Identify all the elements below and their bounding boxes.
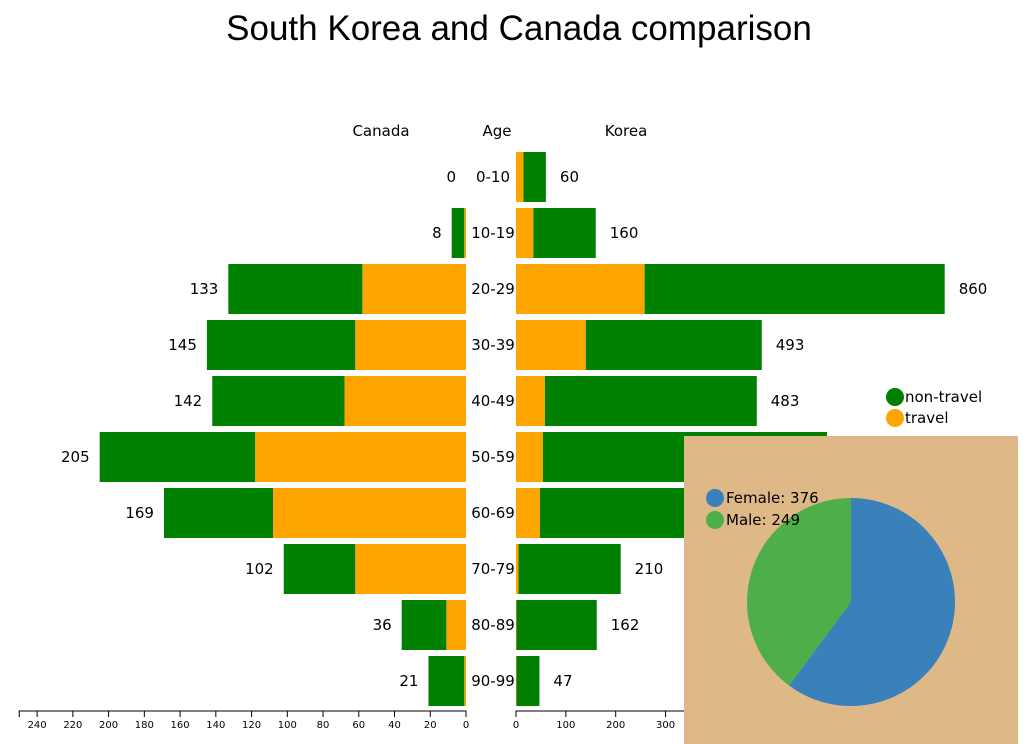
bar-canada-travel-20-29 [362,264,466,314]
bar-canada-nontravel-70-79 [283,544,356,594]
canada-total-60-69: 169 [125,504,154,522]
bar-canada-nontravel-80-89 [401,600,447,650]
korea-axis-tick-label: 300 [656,720,675,731]
age-label-70-79: 70-79 [471,560,515,578]
canada-axis-tick-label: 220 [63,720,82,731]
age-label-50-59: 50-59 [471,448,515,466]
pie-slice-female [789,498,955,707]
korea-axis-line [515,710,686,717]
pie-legend-swatch-male [706,511,724,529]
bar-korea-nontravel-70-79 [518,544,621,594]
korea-total-20-29: 860 [959,280,988,298]
korea-axis-tick-label: 200 [606,720,625,731]
korea-axis-tick-label: 100 [556,720,575,731]
bar-canada-travel-10-19 [464,208,466,258]
canada-axis-tick-label: 160 [171,720,190,731]
bar-canada-nontravel-20-29 [228,264,363,314]
bar-korea-travel-10-19 [516,208,534,258]
bar-korea-nontravel-80-89 [516,600,597,650]
bar-korea-travel-20-29 [516,264,645,314]
canada-total-30-39: 145 [168,336,197,354]
bar-canada-nontravel-50-59 [99,432,256,482]
canada-axis-tick-label: 0 [463,720,469,731]
legend-label-travel: travel [905,409,949,427]
age-label-90-99: 90-99 [471,672,515,690]
bar-canada-travel-80-89 [446,600,466,650]
bar-canada-travel-40-49 [344,376,466,426]
canada-axis-line [18,710,467,717]
age-label-20-29: 20-29 [471,280,515,298]
pie-legend-label-female: Female: 376 [726,489,819,507]
bar-korea-nontravel-10-19 [533,208,596,258]
canada-axis-tick-label: 180 [135,720,154,731]
pie-legend-swatch-female [706,489,724,507]
korea-total-70-79: 210 [635,560,664,578]
bar-canada-travel-30-39 [355,320,466,370]
canada-axis-tick-label: 140 [206,720,225,731]
bar-korea-nontravel-20-29 [644,264,945,314]
bar-canada-travel-70-79 [355,544,466,594]
bar-canada-travel-90-99 [464,656,466,706]
canada-total-10-19: 8 [432,224,442,242]
bar-korea-nontravel-40-49 [544,376,757,426]
bar-canada-travel-60-69 [273,488,466,538]
bar-korea-travel-60-69 [516,488,540,538]
korea-total-40-49: 483 [771,392,800,410]
bar-korea-travel-40-49 [516,376,545,426]
legend-swatch-non-travel [886,388,904,406]
korea-total-30-39: 493 [776,336,805,354]
korea-total-90-99: 47 [553,672,572,690]
canada-total-50-59: 205 [61,448,90,466]
canada-axis-tick-label: 80 [317,720,330,731]
canada-axis-tick-label: 20 [424,720,437,731]
pie-slice-male [747,498,851,686]
pie-legend-label-male: Male: 249 [726,511,800,529]
age-label-30-39: 30-39 [471,336,515,354]
bar-korea-travel-70-79 [516,544,519,594]
canada-axis-tick-label: 240 [28,720,47,731]
age-label-40-49: 40-49 [471,392,515,410]
canada-total-20-29: 133 [190,280,219,298]
canada-total-90-99: 21 [399,672,418,690]
age-label-80-89: 80-89 [471,616,515,634]
bar-canada-nontravel-40-49 [212,376,345,426]
header-korea: Korea [605,122,648,140]
korea-total-80-89: 162 [611,616,640,634]
korea-axis-tick-label: 0 [513,720,519,731]
age-label-60-69: 60-69 [471,504,515,522]
korea-total-0-10: 60 [560,168,579,186]
age-label-0-10: 0-10 [476,168,510,186]
header-canada: Canada [352,122,409,140]
canada-total-0-10: 0 [446,168,456,186]
bar-korea-nontravel-90-99 [516,656,540,706]
canada-axis-tick-label: 60 [352,720,365,731]
bar-canada-nontravel-10-19 [451,208,465,258]
canada-total-40-49: 142 [174,392,203,410]
bar-korea-nontravel-30-39 [585,320,762,370]
canada-total-70-79: 102 [245,560,274,578]
legend-swatch-travel [886,409,904,427]
canada-axis-tick-label: 40 [388,720,401,731]
bar-korea-travel-30-39 [516,320,586,370]
bar-korea-travel-0-10 [516,152,524,202]
canada-axis-tick-label: 200 [99,720,118,731]
korea-total-10-19: 160 [610,224,639,242]
chart-title: South Korea and Canada comparison [226,9,812,48]
bar-canada-nontravel-30-39 [206,320,356,370]
bar-korea-nontravel-0-10 [523,152,546,202]
canada-total-80-89: 36 [373,616,392,634]
bar-canada-travel-50-59 [255,432,466,482]
bar-korea-travel-50-59 [516,432,543,482]
bar-canada-nontravel-60-69 [163,488,274,538]
header-age: Age [482,122,511,140]
age-label-10-19: 10-19 [471,224,515,242]
bar-canada-nontravel-90-99 [428,656,465,706]
canada-axis-tick-label: 120 [242,720,261,731]
canada-axis-tick-label: 100 [278,720,297,731]
legend-label-non-travel: non-travel [905,388,982,406]
